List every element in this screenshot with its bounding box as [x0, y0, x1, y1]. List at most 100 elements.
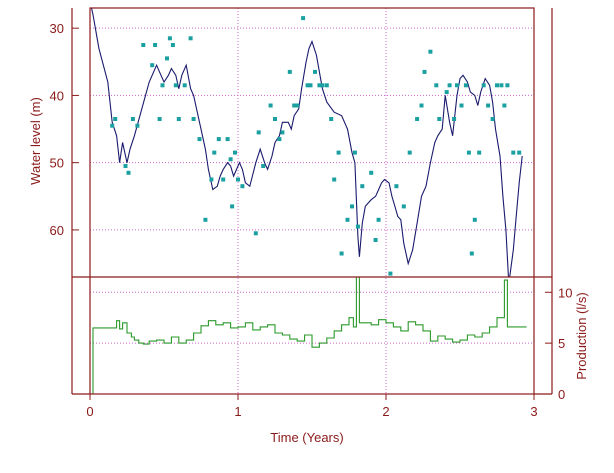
y-tick-label: 30 [50, 21, 64, 36]
observation-point [469, 251, 474, 256]
observation-point [253, 231, 258, 236]
observation-point [495, 83, 499, 88]
observation-point [481, 83, 486, 88]
observation-point [444, 90, 449, 95]
observation-point [422, 69, 427, 74]
observation-point [350, 204, 354, 209]
observation-point [135, 123, 140, 128]
x-tick-label: 0 [86, 404, 93, 419]
observation-point [216, 137, 221, 142]
observation-point [332, 177, 337, 182]
y-tick-label: 60 [50, 223, 64, 238]
observation-point [502, 103, 507, 108]
observation-point [292, 103, 297, 108]
x-tick-label: 1 [234, 404, 241, 419]
observation-point [369, 170, 374, 175]
observation-point [466, 150, 471, 155]
observation-point [373, 238, 378, 242]
observation-point [167, 36, 172, 41]
observation-point [490, 117, 495, 121]
observation-point [203, 217, 208, 222]
observation-point [173, 83, 178, 88]
y-tick-label: 50 [50, 156, 64, 171]
observation-point [434, 83, 439, 88]
observation-point [126, 170, 131, 175]
observation-point [170, 43, 175, 47]
observation-point [355, 224, 360, 229]
observation-point [305, 83, 310, 88]
observation-point [345, 217, 350, 222]
y-axis-title-left: Water level (m) [28, 97, 43, 185]
observation-point [339, 251, 344, 256]
observation-point [176, 117, 181, 121]
production-series [90, 276, 527, 395]
observation-point [261, 164, 266, 168]
observation-point [329, 117, 334, 121]
plot-border [89, 7, 535, 395]
observation-point [188, 36, 193, 41]
observation-point [317, 83, 322, 88]
observation-point [388, 271, 393, 276]
observation-point [437, 117, 442, 121]
observation-point [517, 150, 522, 155]
observation-point [277, 137, 282, 142]
observation-point [182, 83, 187, 88]
y2-tick-label: 0 [558, 387, 565, 402]
observation-point [287, 69, 292, 74]
observation-point [324, 83, 329, 88]
observation-point [360, 184, 365, 189]
observation-point [459, 103, 464, 108]
observation-point [511, 150, 516, 155]
observation-point [295, 103, 300, 108]
x-tick-label: 3 [530, 404, 537, 419]
observation-point [123, 164, 128, 168]
observation-point [486, 103, 491, 108]
observation-point [394, 184, 399, 189]
y2-tick-label: 10 [558, 285, 572, 300]
observation-point [130, 117, 135, 121]
observation-point [477, 150, 482, 155]
observation-point [308, 83, 313, 88]
observation-point [240, 184, 245, 189]
observation-point [191, 117, 196, 121]
x-axis-title: Time (Years) [270, 430, 343, 445]
observation-point [110, 123, 115, 128]
observation-point [230, 204, 235, 209]
observation-point [225, 137, 230, 142]
observation-point [141, 43, 146, 47]
production-line [90, 276, 527, 395]
observation-point [221, 177, 226, 182]
x-tick-label: 2 [382, 404, 389, 419]
observation-point [320, 83, 325, 88]
observation-point [452, 117, 457, 121]
observation-point [212, 150, 217, 155]
observation-point [236, 177, 240, 182]
observation-point [336, 150, 341, 155]
observation-point [233, 150, 237, 155]
observation-point [273, 117, 277, 121]
observation-point [447, 83, 452, 88]
y-tick-label: 40 [50, 88, 64, 103]
water-level-series [90, 8, 523, 277]
observation-point [256, 130, 261, 135]
observation-point [197, 137, 202, 142]
observation-point [428, 49, 433, 54]
observation-point [165, 56, 169, 61]
observation-point [415, 117, 420, 121]
observation-point [268, 103, 273, 108]
observation-point [228, 157, 233, 162]
observation-point [301, 16, 306, 21]
observation-point [153, 43, 158, 47]
observation-point [160, 83, 165, 88]
observation-point [505, 83, 510, 88]
observation-point [313, 69, 317, 74]
observation-point [401, 204, 406, 209]
observation-point [280, 130, 285, 135]
observation-point [407, 150, 412, 155]
observation-point [376, 217, 381, 222]
observation-point [499, 83, 504, 88]
observation-point [113, 117, 118, 121]
observation-point [419, 103, 424, 108]
